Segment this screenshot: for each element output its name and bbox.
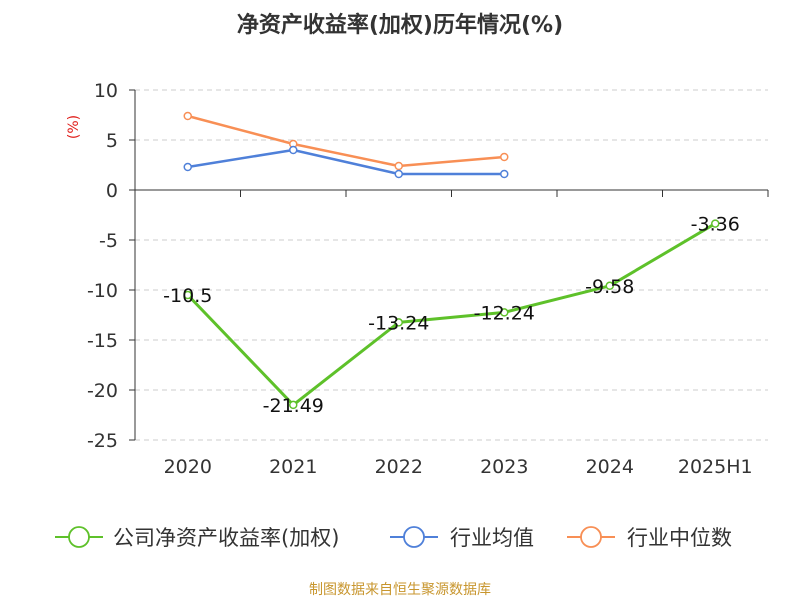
- x-tick-label: 2020: [164, 456, 212, 478]
- data-label: -21.49: [263, 395, 324, 417]
- series-line: [187, 148, 505, 176]
- x-tick-label: 2025H1: [678, 456, 753, 478]
- series-layer: [183, 111, 720, 410]
- data-point: [394, 169, 403, 179]
- axes: 10 5 0 -5 -10 -15 -20 -25 2020 2021 2022 2023 2024 20…: [87, 80, 769, 478]
- legend-label[interactable]: 公司净资产收益率(加权): [113, 526, 339, 550]
- legend-swatch-marker: [68, 526, 90, 548]
- data-label: -13.24: [368, 312, 429, 334]
- y-tick-label: 5: [106, 130, 118, 152]
- x-tick-label: 2021: [269, 456, 317, 478]
- data-label: -10.5: [163, 285, 212, 307]
- chart-title: 净资产收益率(加权)历年情况(%): [237, 12, 563, 38]
- data-point: [500, 169, 509, 179]
- data-point: [183, 290, 192, 300]
- legend-label[interactable]: 行业均值: [450, 526, 534, 550]
- data-point: [289, 145, 298, 155]
- data-labels: -10.5 -21.49 -13.24 -12.24 -9.58 -3.36: [163, 214, 740, 417]
- data-point: [711, 219, 720, 228]
- grid-lines: [135, 89, 768, 441]
- legend-label[interactable]: 行业中位数: [627, 526, 732, 550]
- data-point: [183, 162, 192, 172]
- source-footer: 制图数据来自恒生聚源数据库: [309, 582, 491, 598]
- data-point: [289, 400, 298, 410]
- data-label: -9.58: [585, 276, 634, 298]
- y-tick-label: -20: [87, 380, 118, 402]
- data-point: [605, 281, 614, 291]
- y-tick-label: 10: [94, 80, 118, 102]
- data-point: [500, 152, 509, 162]
- y-tick-label: -15: [87, 330, 118, 352]
- y-tick-label: -5: [99, 230, 118, 252]
- x-tick-label: 2024: [586, 456, 634, 478]
- series-line: [186, 222, 717, 407]
- data-label: -12.24: [474, 302, 535, 324]
- data-point: [394, 318, 403, 327]
- data-label: -3.36: [691, 214, 740, 236]
- legend: 公司净资产收益率(加权) 行业均值 行业中位数: [55, 526, 732, 550]
- legend-swatch-marker: [580, 526, 602, 548]
- y-tick-label: -10: [87, 280, 118, 302]
- y-tick-label: 0: [106, 180, 118, 202]
- y-tick-label: -25: [87, 430, 118, 452]
- legend-swatch-marker: [403, 526, 425, 548]
- data-point: [500, 308, 509, 317]
- series-line: [187, 114, 505, 168]
- y-axis-label: (%): [66, 115, 82, 139]
- x-tick-label: 2022: [375, 456, 423, 478]
- data-point: [183, 111, 192, 121]
- data-point: [394, 161, 403, 171]
- x-tick-label: 2023: [480, 456, 528, 478]
